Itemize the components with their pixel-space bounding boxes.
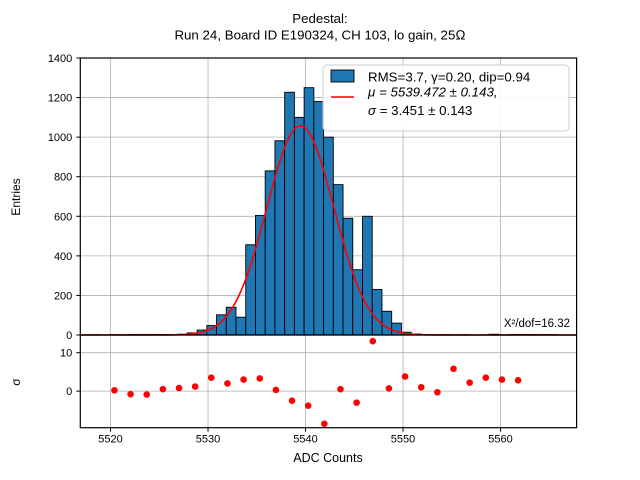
svg-text:5530: 5530 (196, 434, 220, 446)
svg-text:200: 200 (54, 290, 72, 302)
svg-text:600: 600 (54, 211, 72, 223)
svg-text:RMS=3.7, γ=0.20, dip=0.94: RMS=3.7, γ=0.20, dip=0.94 (368, 70, 530, 85)
svg-text:800: 800 (54, 172, 72, 184)
svg-text:0: 0 (66, 330, 72, 342)
svg-text:μ = 5539.472 ± 0.143,: μ = 5539.472 ± 0.143, (367, 85, 498, 100)
svg-text:Run 24, Board ID E190324, CH 1: Run 24, Board ID E190324, CH 103, lo gai… (174, 28, 465, 43)
svg-text:σ = 3.451 ± 0.143: σ = 3.451 ± 0.143 (368, 103, 472, 118)
svg-text:1400: 1400 (48, 53, 72, 65)
svg-text:5550: 5550 (391, 434, 415, 446)
svg-text:1200: 1200 (48, 93, 72, 105)
svg-text:1000: 1000 (48, 132, 72, 144)
svg-text:σ: σ (9, 378, 23, 386)
svg-text:X²/dof=16.32: X²/dof=16.32 (504, 318, 570, 330)
svg-text:5540: 5540 (293, 434, 317, 446)
svg-text:10: 10 (60, 348, 72, 360)
svg-text:ADC Counts: ADC Counts (293, 451, 362, 465)
svg-text:400: 400 (54, 251, 72, 263)
svg-text:Pedestal:: Pedestal: (292, 11, 347, 26)
svg-text:5560: 5560 (488, 434, 512, 446)
svg-text:5520: 5520 (98, 434, 122, 446)
svg-text:0: 0 (66, 386, 72, 398)
svg-text:Entries: Entries (9, 178, 23, 215)
